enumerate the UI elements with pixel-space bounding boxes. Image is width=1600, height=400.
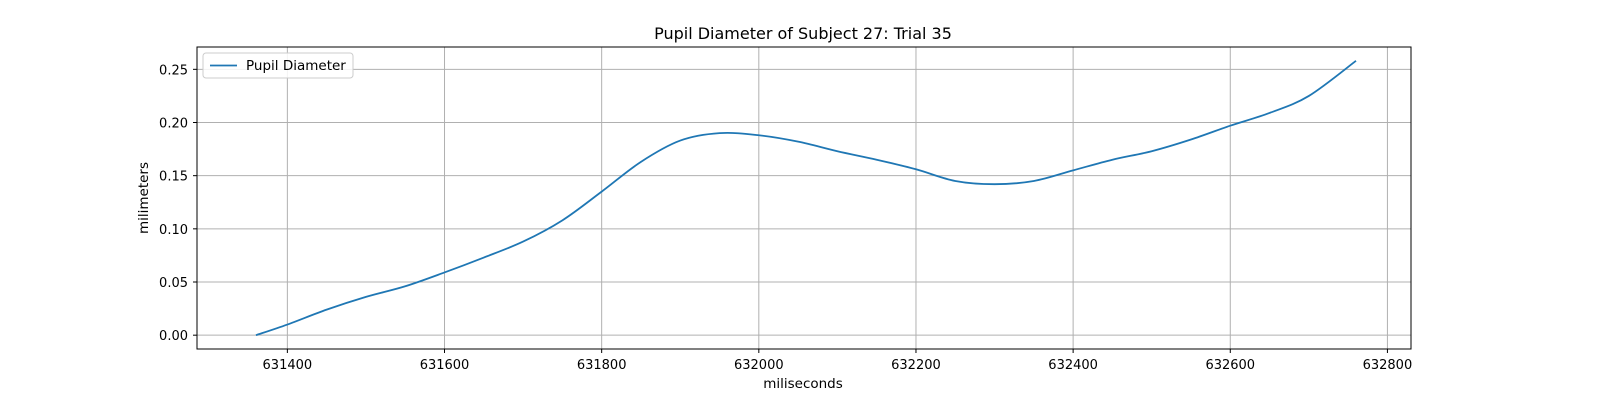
x-tick-label: 632600 (1205, 358, 1255, 373)
x-tick-label: 632800 (1363, 358, 1413, 373)
x-tick-label: 631400 (263, 358, 313, 373)
tick-layer: 631400 631600 631800 632000 632200 632400 6326… (159, 63, 1412, 373)
y-tick-label: 0.20 (159, 117, 188, 132)
x-tick-label: 632400 (1048, 358, 1098, 373)
plot-frame (196, 46, 1412, 350)
y-axis-label: milimeters (136, 162, 152, 234)
y-tick-label: 0.05 (159, 276, 188, 291)
x-tick-label: 631800 (577, 358, 627, 373)
grid-layer (197, 47, 1411, 349)
x-tick-label: 632000 (734, 358, 784, 373)
y-tick-label: 0.15 (159, 170, 188, 185)
series-layer (255, 60, 1357, 337)
legend-label-pupil-diameter: Pupil Diameter (246, 58, 346, 74)
y-tick-label: 0.25 (159, 63, 188, 78)
x-tick-label: 631600 (420, 358, 470, 373)
y-tick-label: 0.00 (159, 329, 188, 344)
legend-box (202, 52, 354, 79)
legend: Pupil Diameter (202, 52, 354, 79)
y-tick-label: 0.10 (159, 223, 188, 238)
chart-title: Pupil Diameter of Subject 27: Trial 35 (654, 24, 952, 43)
series-line-pupil-diameter (255, 60, 1357, 337)
x-tick-label: 632200 (891, 358, 941, 373)
x-axis-label: miliseconds (763, 376, 843, 392)
